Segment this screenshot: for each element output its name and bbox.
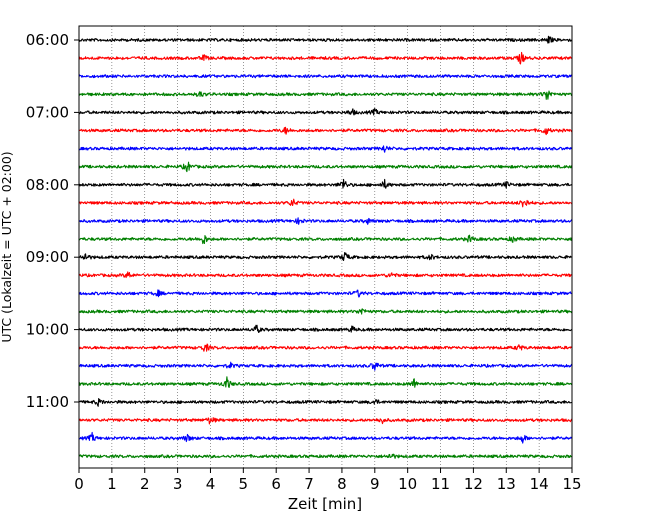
x-axis: 0 1 2 3 4 5 6 7 8 9 10 11 12 13 14 15 xyxy=(74,468,582,493)
x-tick-label: 0 xyxy=(74,475,84,493)
x-tick-label: 6 xyxy=(271,475,281,493)
x-tick-label: 9 xyxy=(370,475,380,493)
seismogram-trace xyxy=(78,108,573,116)
seismogram-trace xyxy=(78,308,573,315)
x-tick-label: 2 xyxy=(140,475,150,493)
y-tick-label: 10:00 xyxy=(26,321,69,339)
traces xyxy=(78,35,573,459)
seismogram-trace xyxy=(78,453,573,459)
x-tick-label: 8 xyxy=(337,475,347,493)
seismogram-trace xyxy=(78,178,573,189)
seismogram-trace xyxy=(78,51,573,65)
x-tick-label: 12 xyxy=(464,475,483,493)
seismogram-trace xyxy=(78,397,573,407)
seismogram-trace xyxy=(78,361,573,371)
seismogram-trace xyxy=(78,289,573,298)
x-tick-label: 7 xyxy=(304,475,314,493)
seismogram-trace xyxy=(78,217,573,225)
seismogram-trace xyxy=(78,252,573,262)
plot-frame xyxy=(78,25,573,469)
y-tick-label: 09:00 xyxy=(26,248,69,266)
plot-background xyxy=(79,26,572,468)
seismogram-trace xyxy=(78,126,573,136)
x-tick-label: 10 xyxy=(398,475,417,493)
x-tick-label: 14 xyxy=(530,475,549,493)
seismogram-trace xyxy=(78,35,573,44)
seismogram-trace xyxy=(78,198,573,208)
seismogram-trace xyxy=(78,234,573,245)
seismogram-trace xyxy=(78,161,573,173)
x-tick-label: 3 xyxy=(173,475,183,493)
y-tick-label: 07:00 xyxy=(26,103,69,121)
x-tick-label: 11 xyxy=(431,475,450,493)
seismogram-trace xyxy=(78,431,573,444)
seismogram-trace xyxy=(78,376,573,389)
x-tick-label: 15 xyxy=(562,475,581,493)
seismogram-trace xyxy=(78,145,573,153)
x-axis-label: Zeit [min] xyxy=(288,495,362,513)
x-tick-label: 13 xyxy=(497,475,516,493)
x-tick-label: 5 xyxy=(239,475,249,493)
y-tick-label: 08:00 xyxy=(26,176,69,194)
seismogram-trace xyxy=(78,417,573,425)
y-axis: 06:00 07:00 08:00 09:00 10:00 11:00 xyxy=(26,31,79,411)
seismogram-trace xyxy=(78,324,573,334)
seismogram-trace xyxy=(78,343,573,352)
seismogram-trace xyxy=(78,90,573,100)
y-tick-label: 06:00 xyxy=(26,31,69,49)
y-tick-label: 11:00 xyxy=(26,393,69,411)
seismogram-trace xyxy=(78,74,573,79)
x-tick-label: 4 xyxy=(206,475,216,493)
x-tick-label: 1 xyxy=(107,475,117,493)
seismogram-trace xyxy=(78,271,573,279)
y-axis-label: UTC (Lokalzeit = UTC + 02:00) xyxy=(0,151,14,342)
